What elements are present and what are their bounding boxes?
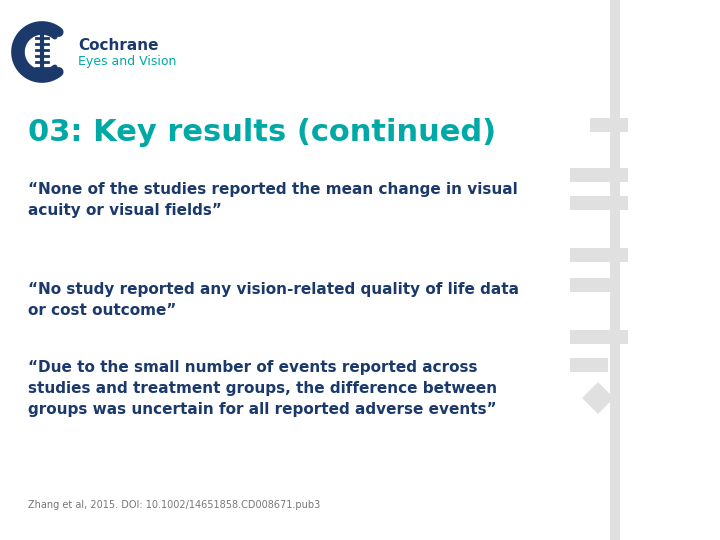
Text: “Due to the small number of events reported across
studies and treatment groups,: “Due to the small number of events repor…: [28, 360, 497, 417]
Bar: [570, 278, 614, 292]
Text: Zhang et al, 2015. DOI: 10.1002/14651858.CD008671.pub3: Zhang et al, 2015. DOI: 10.1002/14651858…: [28, 500, 320, 510]
Text: Eyes and Vision: Eyes and Vision: [78, 56, 176, 69]
Text: “None of the studies reported the mean change in visual
acuity or visual fields”: “None of the studies reported the mean c…: [28, 182, 518, 218]
Bar: [570, 358, 608, 372]
Bar: [610, 0, 620, 540]
Text: “No study reported any vision-related quality of life data
or cost outcome”: “No study reported any vision-related qu…: [28, 282, 519, 318]
Bar: [570, 168, 628, 182]
Bar: [590, 118, 628, 132]
Bar: [570, 330, 628, 344]
Polygon shape: [582, 382, 614, 414]
Text: 03: Key results (continued): 03: Key results (continued): [28, 118, 496, 147]
Bar: [570, 196, 628, 210]
Text: Cochrane: Cochrane: [78, 38, 158, 53]
Bar: [570, 248, 628, 262]
